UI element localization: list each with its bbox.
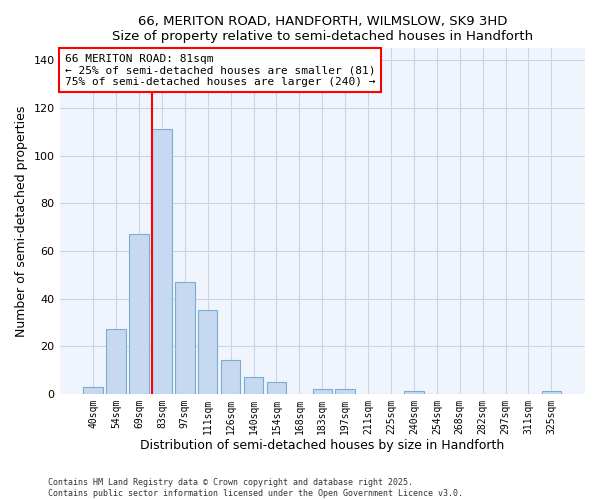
Bar: [313, 389, 332, 394]
Bar: [404, 392, 424, 394]
Title: 66, MERITON ROAD, HANDFORTH, WILMSLOW, SK9 3HD
Size of property relative to semi: 66, MERITON ROAD, HANDFORTH, WILMSLOW, S…: [112, 15, 533, 43]
Bar: [244, 377, 263, 394]
Bar: [542, 392, 561, 394]
Bar: [335, 389, 355, 394]
Bar: [83, 386, 103, 394]
Bar: [152, 130, 172, 394]
Y-axis label: Number of semi-detached properties: Number of semi-detached properties: [15, 106, 28, 337]
Bar: [106, 330, 126, 394]
Bar: [221, 360, 241, 394]
Bar: [267, 382, 286, 394]
Bar: [175, 282, 194, 394]
Bar: [198, 310, 217, 394]
Text: 66 MERITON ROAD: 81sqm
← 25% of semi-detached houses are smaller (81)
75% of sem: 66 MERITON ROAD: 81sqm ← 25% of semi-det…: [65, 54, 375, 86]
Bar: [129, 234, 149, 394]
Text: Contains HM Land Registry data © Crown copyright and database right 2025.
Contai: Contains HM Land Registry data © Crown c…: [48, 478, 463, 498]
X-axis label: Distribution of semi-detached houses by size in Handforth: Distribution of semi-detached houses by …: [140, 440, 505, 452]
